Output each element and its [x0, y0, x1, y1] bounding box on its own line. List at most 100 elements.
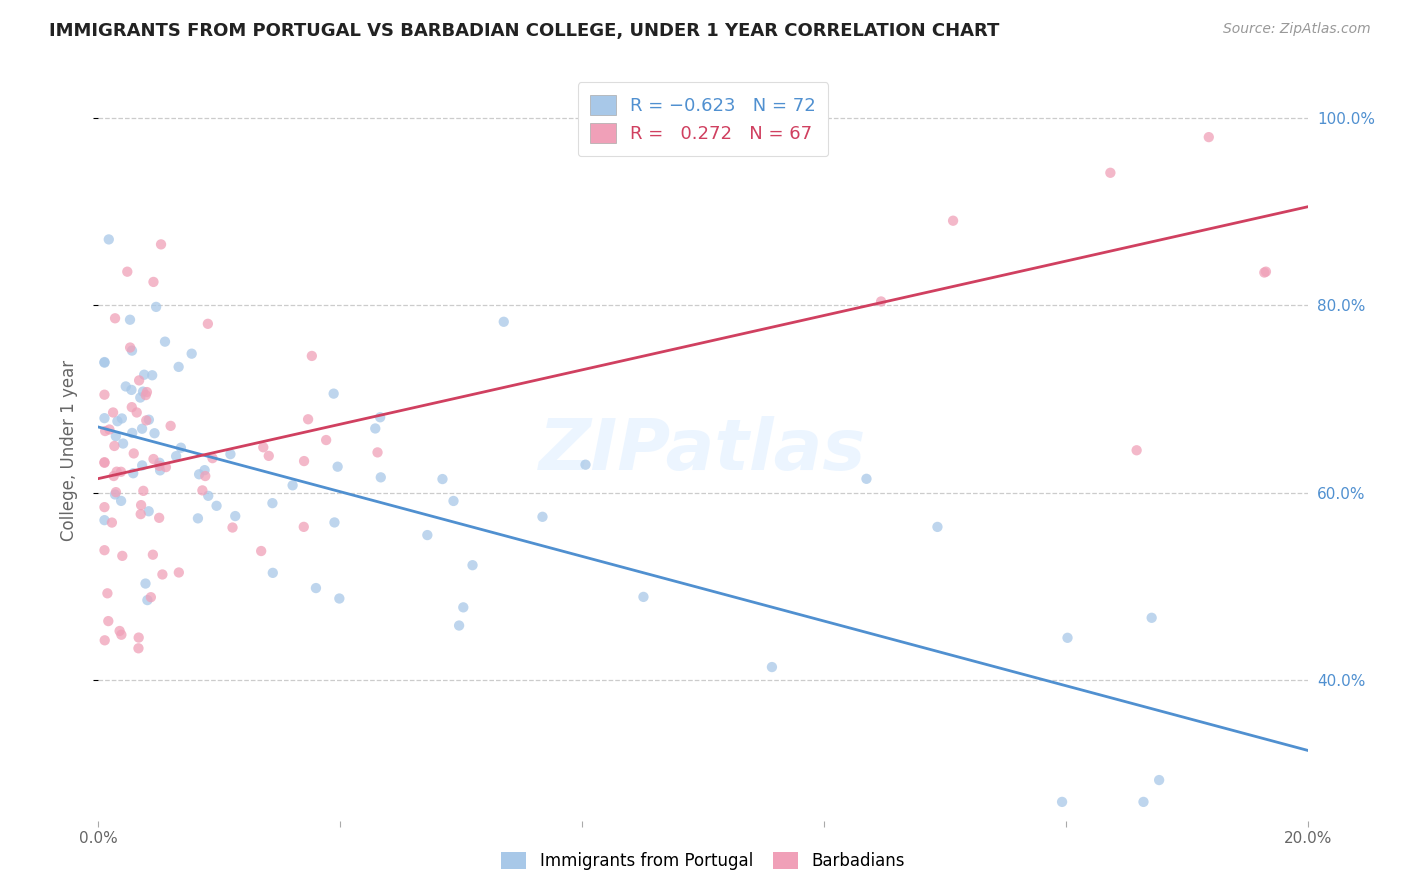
Point — [134, 368, 156, 382]
Point — [129, 498, 152, 512]
Point — [262, 566, 284, 580]
Point — [221, 520, 243, 534]
Point — [97, 232, 120, 246]
Point — [134, 576, 156, 591]
Point — [152, 567, 174, 582]
Text: ZIPatlas: ZIPatlas — [540, 416, 866, 485]
Point — [145, 300, 167, 314]
Point — [1056, 631, 1078, 645]
Point — [1099, 166, 1122, 180]
Point — [142, 452, 165, 467]
Point — [1254, 265, 1277, 279]
Point — [432, 472, 454, 486]
Point — [449, 618, 471, 632]
Point — [104, 311, 127, 326]
Point — [129, 507, 152, 521]
Point — [326, 459, 349, 474]
Point — [105, 465, 128, 479]
Point — [167, 359, 190, 374]
Point — [142, 275, 165, 289]
Point — [323, 516, 346, 530]
Point — [127, 641, 149, 656]
Point — [148, 456, 170, 470]
Point — [153, 334, 176, 349]
Point — [108, 624, 131, 638]
Point — [257, 449, 280, 463]
Legend: Immigrants from Portugal, Barbadians: Immigrants from Portugal, Barbadians — [495, 845, 911, 877]
Point — [197, 317, 219, 331]
Point — [138, 504, 160, 518]
Point — [927, 520, 949, 534]
Point — [180, 346, 202, 360]
Point — [367, 445, 389, 459]
Point — [167, 566, 190, 580]
Point — [111, 549, 134, 563]
Point — [1253, 266, 1275, 280]
Point — [110, 628, 132, 642]
Point — [143, 426, 166, 441]
Point — [1132, 795, 1154, 809]
Point — [197, 489, 219, 503]
Point — [194, 463, 217, 477]
Point — [855, 472, 877, 486]
Text: IMMIGRANTS FROM PORTUGAL VS BARBADIAN COLLEGE, UNDER 1 YEAR CORRELATION CHART: IMMIGRANTS FROM PORTUGAL VS BARBADIAN CO… — [49, 22, 1000, 40]
Point — [150, 237, 173, 252]
Point — [170, 441, 193, 455]
Point — [141, 368, 163, 383]
Point — [93, 543, 115, 558]
Point — [110, 494, 132, 508]
Point — [149, 463, 172, 477]
Point — [132, 483, 155, 498]
Text: Source: ZipAtlas.com: Source: ZipAtlas.com — [1223, 22, 1371, 37]
Point — [461, 558, 484, 573]
Point — [135, 385, 157, 400]
Point — [416, 528, 439, 542]
Point — [129, 391, 152, 405]
Point — [250, 544, 273, 558]
Point — [104, 487, 127, 501]
Point — [492, 315, 515, 329]
Point — [301, 349, 323, 363]
Point — [1050, 795, 1073, 809]
Legend: R = −0.623   N = 72, R =   0.272   N = 67: R = −0.623 N = 72, R = 0.272 N = 67 — [578, 82, 828, 156]
Point — [125, 405, 148, 419]
Point — [1125, 443, 1147, 458]
Point — [322, 386, 344, 401]
Point — [761, 660, 783, 674]
Point — [305, 581, 328, 595]
Y-axis label: College, Under 1 year: College, Under 1 year — [59, 359, 77, 541]
Point — [112, 436, 135, 450]
Point — [93, 356, 115, 370]
Point — [111, 411, 134, 425]
Point — [531, 509, 554, 524]
Point — [443, 494, 465, 508]
Point — [187, 511, 209, 525]
Point — [103, 439, 125, 453]
Point — [1147, 772, 1170, 787]
Point — [98, 422, 121, 436]
Point — [121, 383, 143, 397]
Point — [132, 384, 155, 399]
Point — [194, 469, 217, 483]
Point — [101, 405, 124, 419]
Point — [281, 478, 304, 492]
Point — [328, 591, 350, 606]
Point — [142, 548, 165, 562]
Point — [97, 614, 120, 628]
Point — [262, 496, 284, 510]
Point — [292, 454, 315, 468]
Point — [224, 509, 246, 524]
Point — [114, 379, 136, 393]
Point — [315, 433, 337, 447]
Point — [93, 411, 115, 425]
Point — [942, 213, 965, 227]
Point — [93, 387, 115, 401]
Point — [165, 449, 187, 463]
Point — [138, 413, 160, 427]
Point — [117, 265, 139, 279]
Point — [103, 469, 125, 483]
Point — [139, 591, 162, 605]
Point — [191, 483, 214, 498]
Point — [121, 425, 143, 440]
Point — [159, 418, 181, 433]
